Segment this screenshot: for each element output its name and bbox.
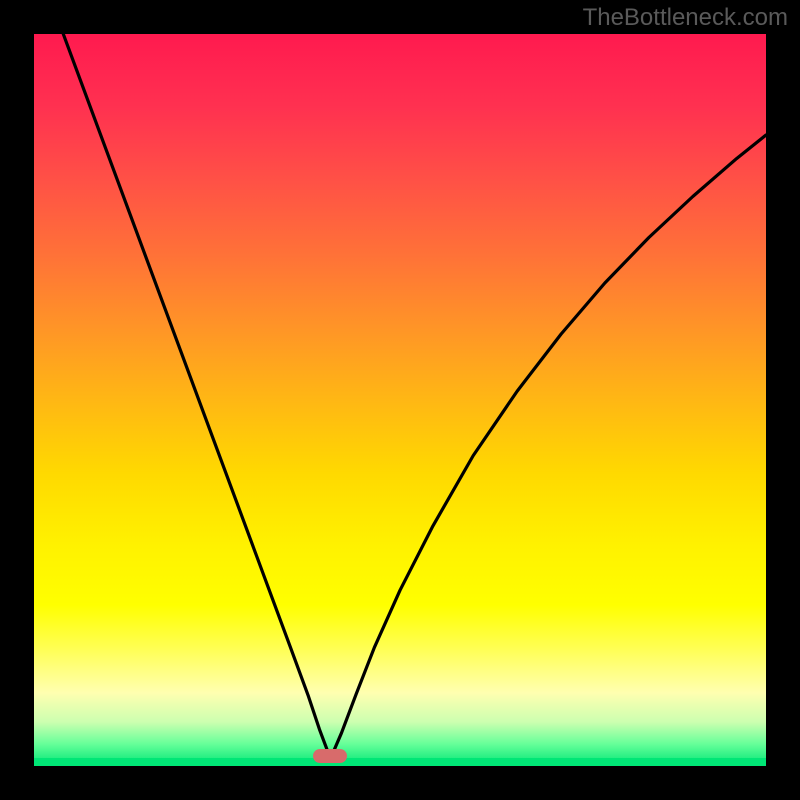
bottleneck-curve bbox=[34, 34, 766, 766]
minimum-marker bbox=[313, 749, 347, 763]
watermark-text: TheBottleneck.com bbox=[583, 4, 788, 32]
figure-container: TheBottleneck.com bbox=[0, 0, 800, 800]
plot-area bbox=[34, 34, 766, 766]
